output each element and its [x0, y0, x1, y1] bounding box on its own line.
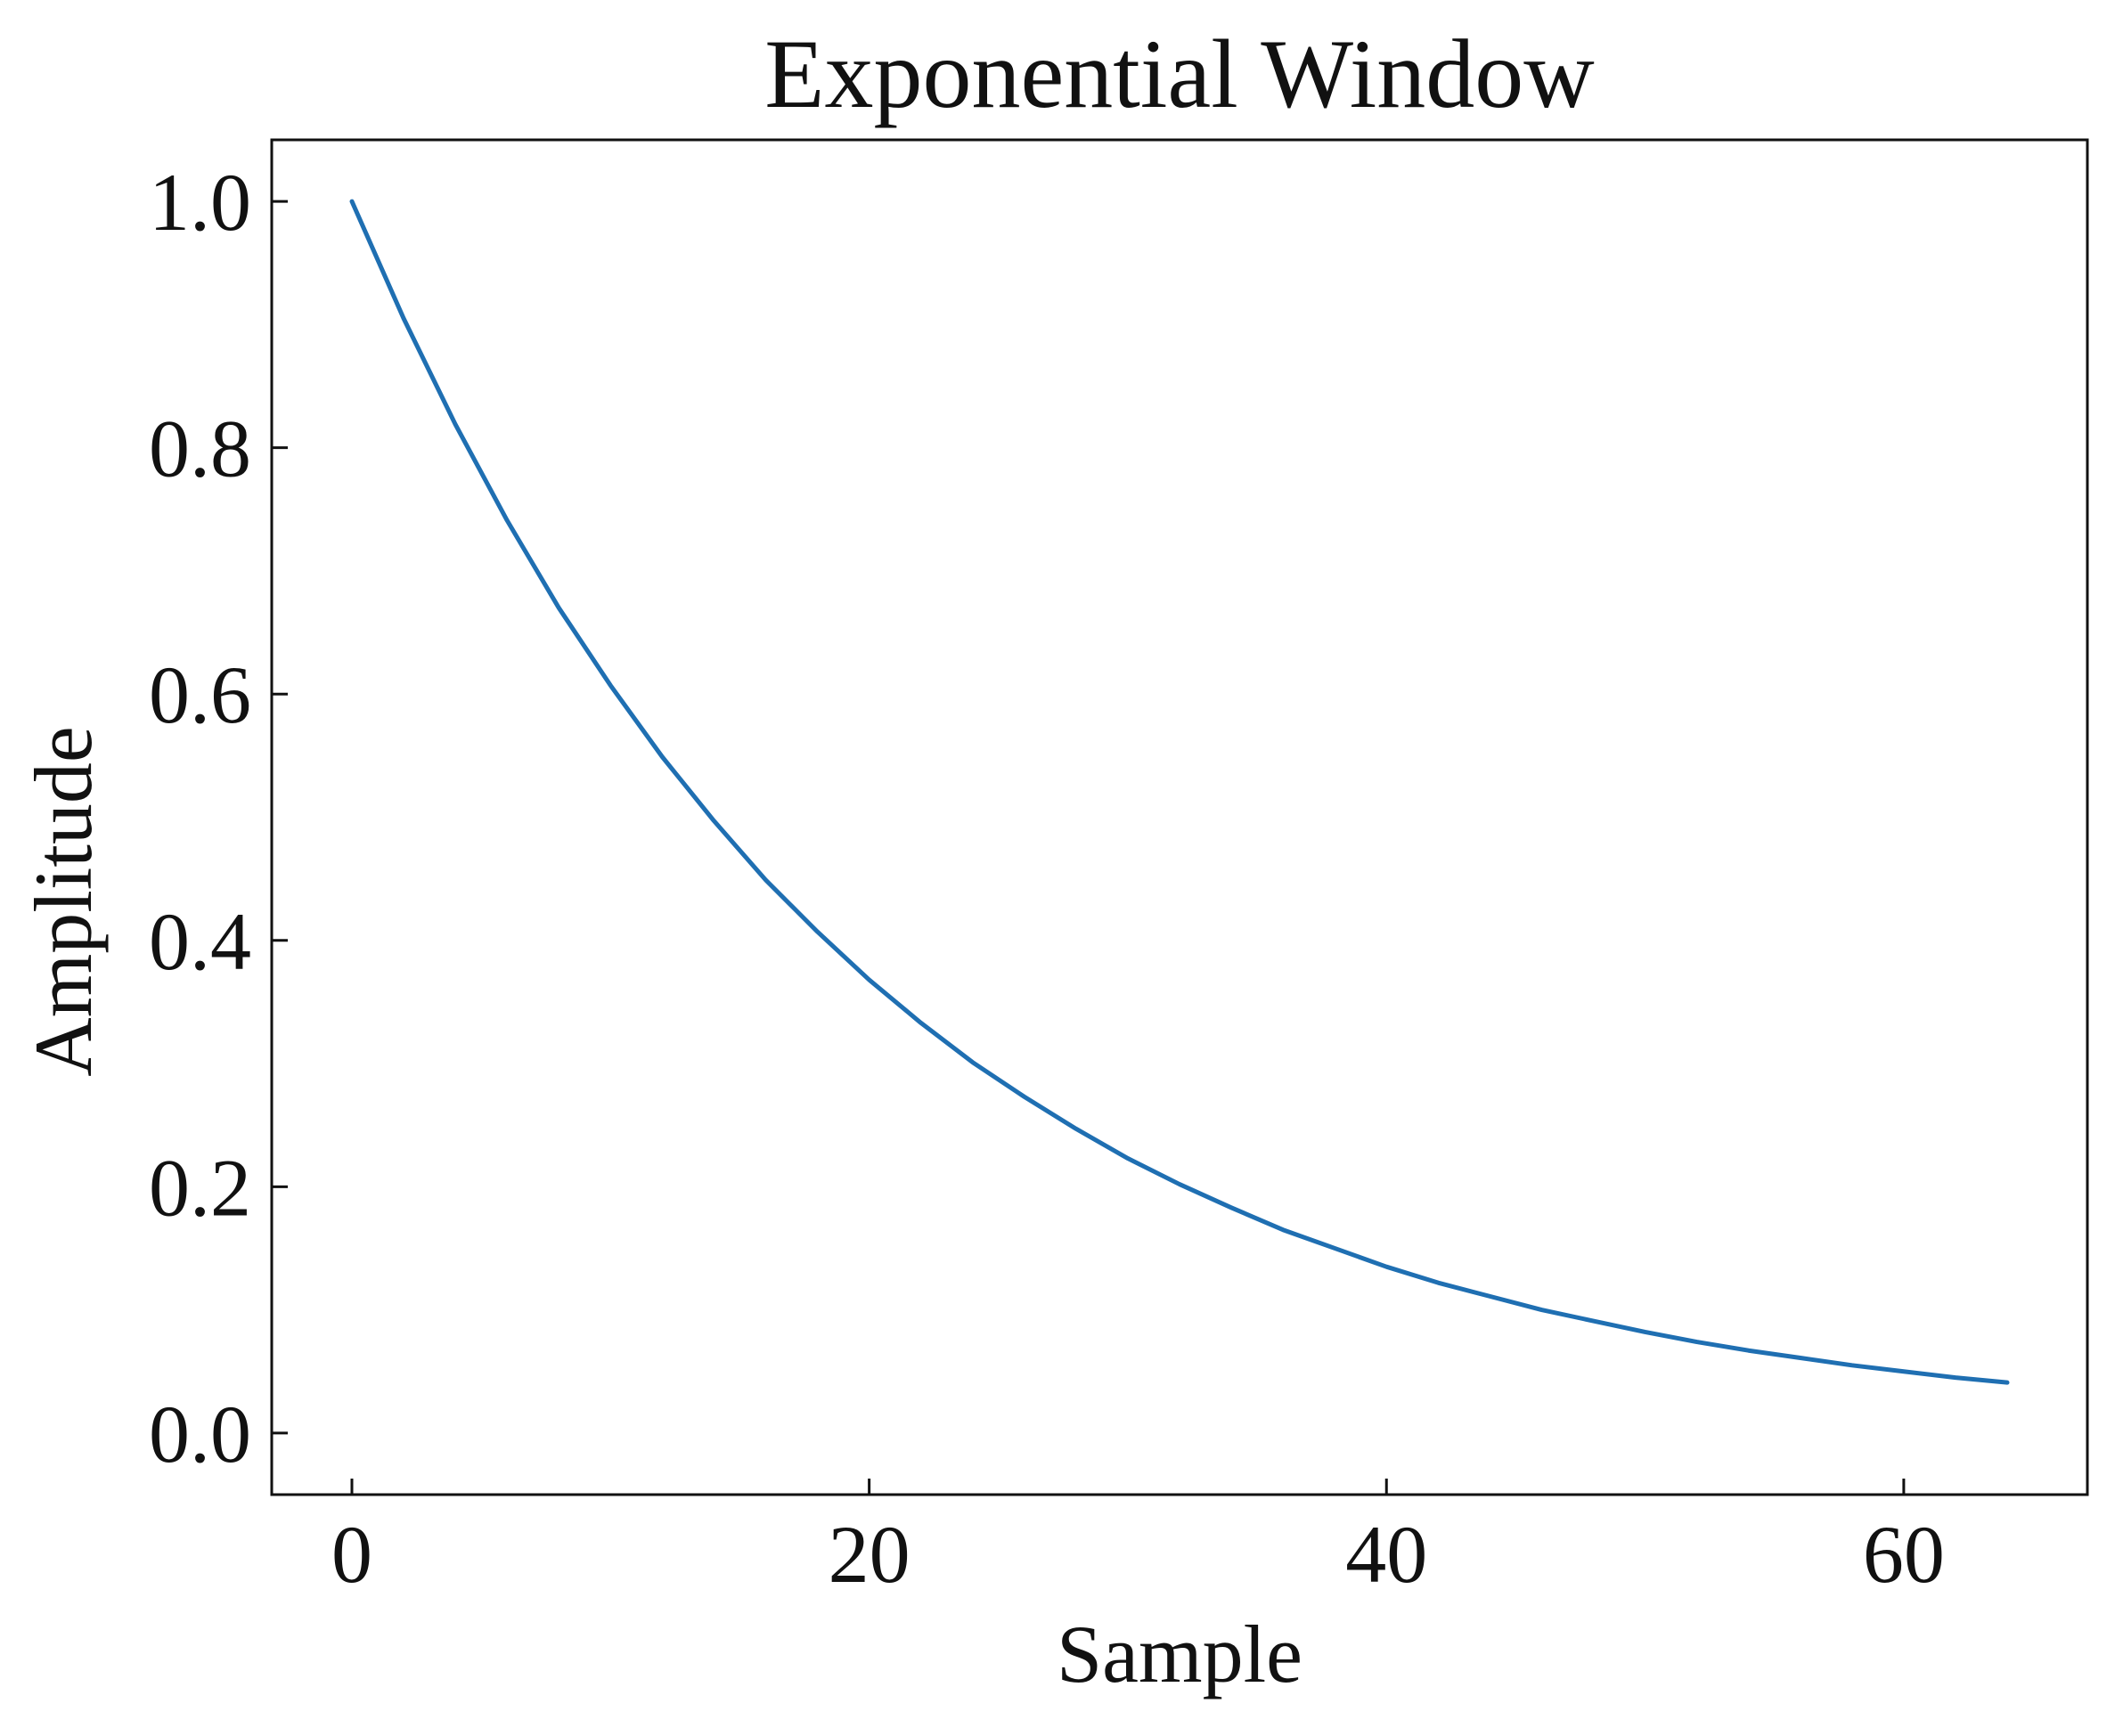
x-tick-label: 20: [829, 1509, 911, 1600]
x-tick-label: 0: [331, 1509, 372, 1600]
label-layer: 0 20 40 60 0.0 0.2 0.4 0.6 0.8 1.0: [149, 157, 1945, 1600]
x-tick-label: 60: [1863, 1509, 1945, 1600]
y-tick-label: 1.0: [149, 157, 251, 248]
plot-frame: [270, 138, 2089, 1496]
x-tick-label: 40: [1345, 1509, 1427, 1600]
y-tick-label: 0.0: [149, 1389, 251, 1479]
chart-title: Exponential Window: [764, 20, 1594, 128]
tick-layer: [272, 200, 1906, 1495]
plot-layer: [270, 138, 2089, 1496]
y-tick-label: 0.6: [149, 649, 251, 740]
y-tick-label: 0.2: [149, 1142, 251, 1233]
y-axis-label: Amplitude: [18, 726, 109, 1077]
series-line: [349, 199, 2010, 1385]
y-tick-label: 0.8: [149, 403, 251, 494]
x-axis-label: Sample: [1057, 1609, 1302, 1699]
y-tick-label: 0.4: [149, 896, 251, 987]
